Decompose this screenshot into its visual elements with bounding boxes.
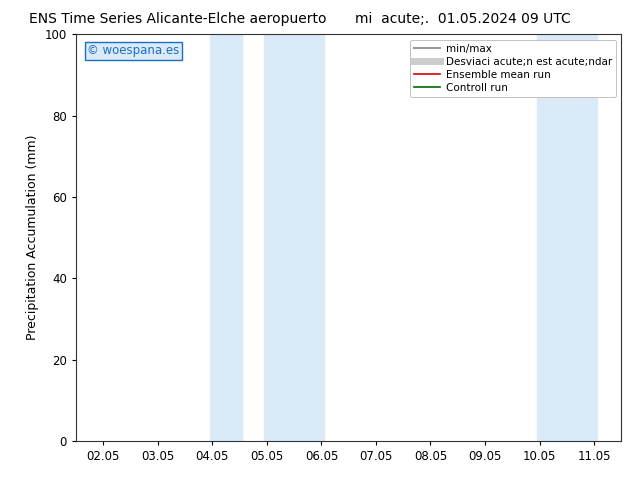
Legend: min/max, Desviaci acute;n est acute;ndar, Ensemble mean run, Controll run: min/max, Desviaci acute;n est acute;ndar…	[410, 40, 616, 97]
Bar	[537, 34, 597, 441]
Bar	[264, 34, 324, 441]
Y-axis label: Precipitation Accumulation (mm): Precipitation Accumulation (mm)	[26, 135, 39, 341]
Text: © woespana.es: © woespana.es	[87, 45, 179, 57]
Text: ENS Time Series Alicante-Elche aeropuerto: ENS Time Series Alicante-Elche aeropuert…	[29, 12, 327, 26]
Bar	[210, 34, 242, 441]
Text: mi  acute;.  01.05.2024 09 UTC: mi acute;. 01.05.2024 09 UTC	[355, 12, 571, 26]
